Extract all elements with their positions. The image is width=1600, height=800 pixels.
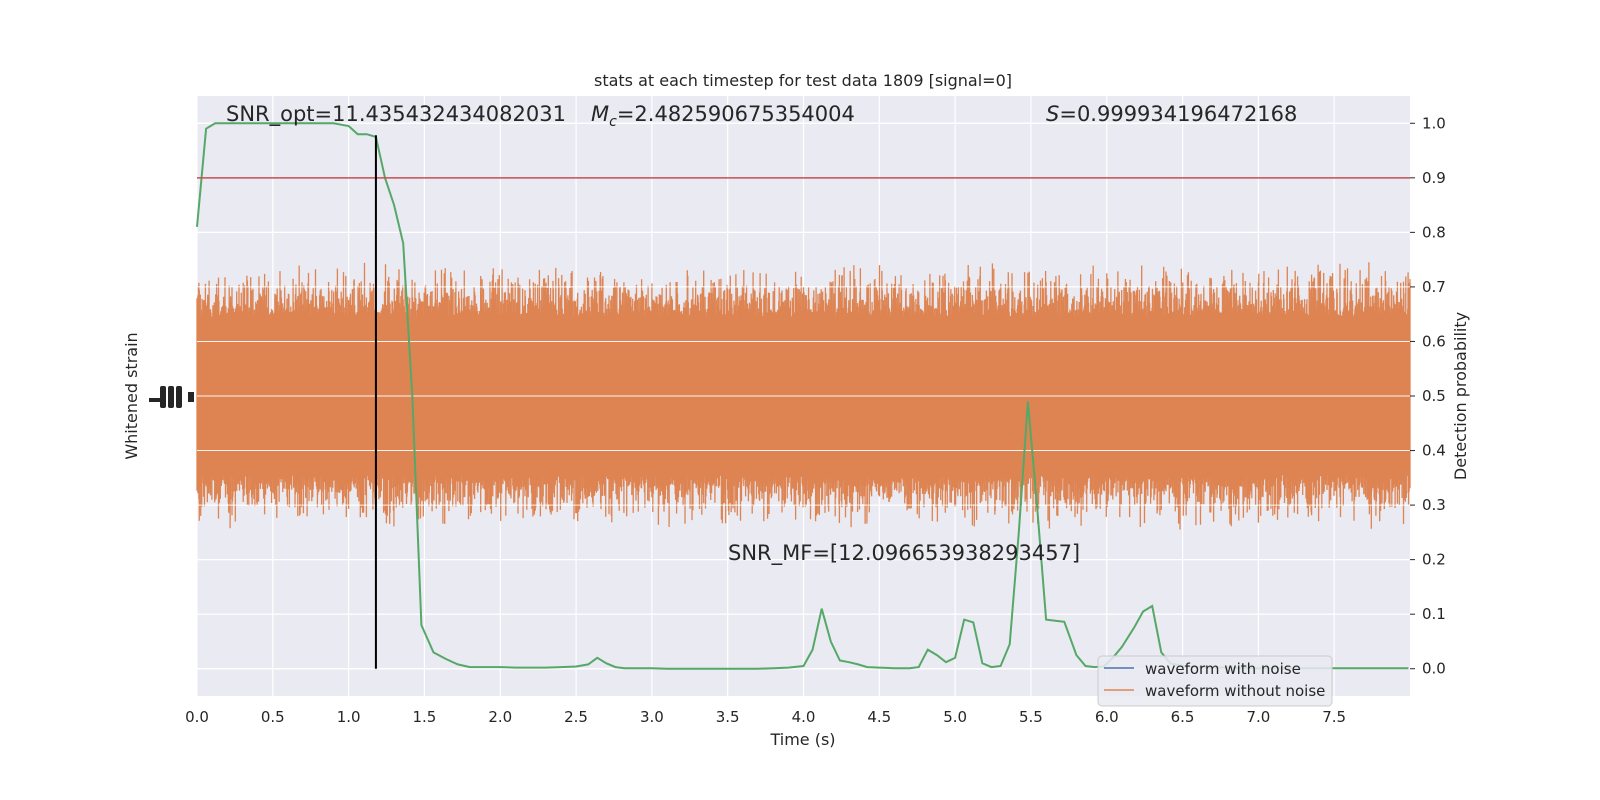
legend-box bbox=[1097, 655, 1333, 707]
x-tick-label: 0.0 bbox=[185, 708, 209, 726]
y-tick-label: 0.0 bbox=[1422, 660, 1446, 678]
x-axis-title: Time (s) bbox=[769, 730, 835, 749]
chirp-mass-value: =2.482590675354004 bbox=[617, 102, 855, 126]
x-tick-label: 1.5 bbox=[413, 708, 437, 726]
x-tick-label: 4.5 bbox=[867, 708, 891, 726]
y-tick-label: 0.4 bbox=[1422, 442, 1446, 460]
x-tick-label: 3.5 bbox=[716, 708, 740, 726]
x-axis-ticks: 0.0 0.5 1.0 1.5 2.0 2.5 3.0 3.5 4.0 4.5 5.0 5.5 6.0 6… bbox=[185, 708, 1346, 726]
x-tick-label: 7.5 bbox=[1322, 708, 1346, 726]
x-tick-label: 6.0 bbox=[1095, 708, 1119, 726]
s-symbol: S bbox=[1046, 102, 1059, 126]
y-tick-label: 0.8 bbox=[1422, 223, 1446, 241]
x-tick-label: 0.5 bbox=[261, 708, 285, 726]
whitened-strain-trace bbox=[196, 122, 1411, 670]
x-tick-label: 2.5 bbox=[564, 708, 588, 726]
left-axis-tick-artifact bbox=[149, 386, 194, 408]
s-annotation: S=0.999934196472168 bbox=[1046, 102, 1297, 126]
x-tick-label: 1.0 bbox=[337, 708, 361, 726]
x-tick-label: 4.0 bbox=[792, 708, 816, 726]
detection-probability-line bbox=[196, 122, 1409, 670]
y-tick-label: 1.0 bbox=[1422, 114, 1446, 132]
legend-label-with-noise: waveform with noise bbox=[1145, 660, 1301, 678]
right-y-axis-title: Detection probability bbox=[1451, 312, 1470, 480]
legend-label-without-noise: waveform without noise bbox=[1145, 682, 1325, 700]
right-y-axis-ticks: 0.0 0.1 0.2 0.3 0.4 0.5 0.6 0.7 0.8 0.9 1.0 bbox=[1410, 114, 1446, 678]
chirp-mass-subscript: c bbox=[609, 114, 617, 130]
left-y-axis-title: Whitened strain bbox=[122, 332, 141, 459]
y-tick-label: 0.3 bbox=[1422, 496, 1446, 514]
snr-mf-annotation: SNR_MF=[12.096653938293457] bbox=[728, 541, 1080, 566]
y-tick-label: 0.9 bbox=[1422, 169, 1446, 187]
x-tick-label: 6.5 bbox=[1171, 708, 1195, 726]
y-tick-label: 0.1 bbox=[1422, 605, 1446, 623]
x-tick-label: 3.0 bbox=[640, 708, 664, 726]
x-tick-label: 2.0 bbox=[488, 708, 512, 726]
y-tick-label: 0.7 bbox=[1422, 278, 1446, 296]
chirp-mass-symbol: M bbox=[591, 102, 609, 126]
s-value: =0.999934196472168 bbox=[1059, 102, 1297, 126]
y-tick-label: 0.6 bbox=[1422, 332, 1446, 350]
snr-opt-annotation: SNR_opt=11.435432434082031 bbox=[226, 102, 566, 127]
y-tick-label: 0.2 bbox=[1422, 551, 1446, 569]
legend: waveform with noise waveform without noi… bbox=[1097, 655, 1333, 707]
detection-probability-series bbox=[196, 122, 1409, 670]
chirp-mass-annotation: Mc=2.482590675354004 bbox=[591, 102, 855, 130]
y-tick-label: 0.5 bbox=[1422, 387, 1446, 405]
x-tick-label: 5.0 bbox=[943, 708, 967, 726]
x-tick-label: 5.5 bbox=[1019, 708, 1043, 726]
x-tick-label: 7.0 bbox=[1246, 708, 1270, 726]
chart-title: stats at each timestep for test data 180… bbox=[594, 71, 1012, 90]
